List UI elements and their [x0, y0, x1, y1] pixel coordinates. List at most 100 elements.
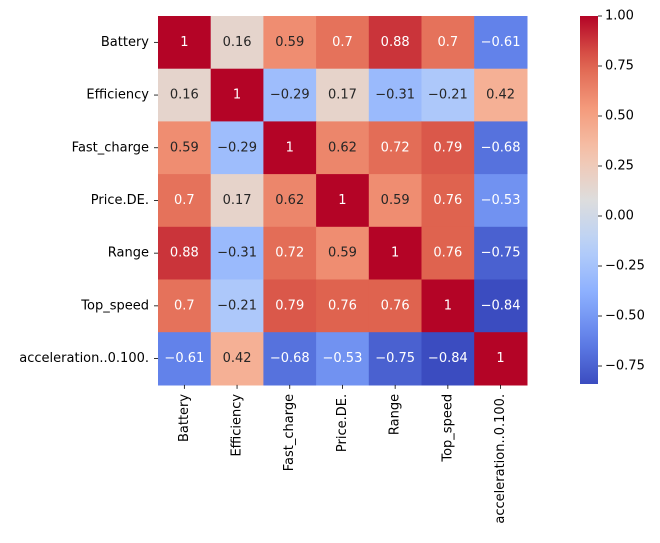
colorbar-tick-label: 0.25 [605, 159, 634, 174]
heatmap-cell [210, 279, 264, 333]
y-tick-label: Fast_charge [72, 140, 149, 155]
heatmap-cell [263, 226, 317, 281]
heatmap-cell [421, 68, 475, 122]
heatmap-cell-label: 0.62 [275, 193, 304, 208]
heatmap-cell-label: 0.7 [174, 193, 195, 208]
heatmap-cell-label: −0.61 [481, 35, 521, 50]
heatmap-cell [421, 174, 475, 228]
heatmap-cell [474, 174, 528, 228]
heatmap-cell-label: 1 [286, 140, 294, 155]
heatmap-cell [316, 121, 370, 175]
heatmap-cell [158, 121, 212, 175]
y-tick-label: Efficiency [86, 88, 149, 103]
heatmap-cell [263, 68, 317, 122]
heatmap-cell [210, 68, 264, 122]
x-tick-label: Range [388, 394, 403, 435]
heatmap-cell-label: 0.59 [328, 246, 357, 261]
heatmap-cell-label: −0.68 [270, 351, 310, 366]
heatmap-cell-label: 0.7 [438, 35, 459, 50]
heatmap-cell-label: 0.59 [170, 140, 199, 155]
heatmap-cell [368, 16, 423, 70]
colorbar: 1.00 0.75 0.50 0.25 0.00 −0.25 −0.50 −0.75 [580, 9, 645, 384]
x-tick-label: Price.DE. [335, 394, 350, 452]
y-axis: Battery Efficiency Fast_charge Price.DE. Ran… [19, 35, 158, 366]
heatmap-cell-label: 0.62 [328, 140, 357, 155]
heatmap-cell-label: 0.76 [328, 298, 357, 313]
heatmap-cell [368, 121, 423, 175]
heatmap-cell-label: 0.76 [433, 193, 462, 208]
heatmap-cell [474, 332, 528, 386]
heatmap-cell-label: 0.88 [381, 35, 410, 50]
y-tick-label: Price.DE. [91, 193, 149, 208]
heatmap-cell-label: 1 [496, 351, 504, 366]
heatmap-cell-label: 0.72 [381, 140, 410, 155]
heatmap-cell [158, 174, 212, 228]
heatmap-cell [368, 279, 423, 333]
heatmap-cell [263, 174, 317, 228]
heatmap-cell-label: −0.29 [270, 88, 310, 103]
heatmap-cell-label: 0.88 [170, 246, 199, 261]
heatmap-cells [158, 16, 528, 386]
colorbar-tick-label: 0.00 [605, 209, 634, 224]
y-tick-label: acceleration..0.100. [19, 351, 149, 366]
heatmap-cell [368, 332, 423, 386]
heatmap-cell [474, 121, 528, 175]
heatmap-cell [263, 332, 317, 386]
colorbar-tick-label: −0.25 [605, 259, 645, 274]
heatmap-cell-label: −0.61 [164, 351, 204, 366]
heatmap-cell [158, 226, 212, 281]
x-tick-label: Efficiency [230, 394, 245, 457]
heatmap-cell-label: 0.16 [170, 88, 199, 103]
heatmap-cell [474, 226, 528, 281]
colorbar-gradient [580, 16, 598, 384]
heatmap-cell-label: −0.31 [217, 246, 257, 261]
heatmap-cell-label: 0.76 [433, 246, 462, 261]
heatmap-cell-label: 0.79 [275, 298, 304, 313]
heatmap-cell-labels: 1 0.16 0.59 0.7 0.88 0.7 −0.61 0.16 1 −0.29 0.17 −0… [164, 35, 520, 366]
heatmap-cell [210, 174, 264, 228]
heatmap-cell [421, 279, 475, 333]
heatmap-cell-label: −0.21 [428, 88, 468, 103]
heatmap-cell [316, 332, 370, 386]
heatmap-cell-label: 0.79 [433, 140, 462, 155]
heatmap-cell-label: −0.84 [428, 351, 468, 366]
heatmap-cell [421, 332, 475, 386]
heatmap-cell-label: 1 [391, 246, 399, 261]
y-tick-label: Range [108, 246, 149, 261]
heatmap-cell [421, 121, 475, 175]
heatmap-cell [158, 68, 212, 122]
heatmap-cell [368, 174, 423, 228]
heatmap-cell [316, 226, 370, 281]
heatmap-cell-label: 0.7 [174, 298, 195, 313]
x-tick-label: Fast_charge [282, 394, 297, 471]
heatmap-cell [158, 16, 212, 70]
heatmap-cell [316, 174, 370, 228]
colorbar-tick-label: −0.75 [605, 359, 645, 374]
heatmap-cell-label: −0.84 [481, 298, 521, 313]
heatmap-cell [210, 16, 264, 70]
heatmap-cell [368, 226, 423, 281]
heatmap-cell [421, 226, 475, 281]
colorbar-tick-label: 0.75 [605, 59, 634, 74]
heatmap-cell-label: 1 [180, 35, 188, 50]
heatmap-cell [210, 332, 264, 386]
heatmap-cell-label: −0.75 [375, 351, 415, 366]
heatmap-cell-label: 0.17 [328, 88, 357, 103]
x-tick-label: Battery [177, 394, 192, 442]
heatmap-cell-label: 1 [444, 298, 452, 313]
heatmap-cell [263, 16, 317, 70]
heatmap-cell-label: −0.31 [375, 88, 415, 103]
heatmap-cell-label: 0.59 [381, 193, 410, 208]
heatmap-cell-label: 0.76 [381, 298, 410, 313]
heatmap-cell-label: 0.7 [332, 35, 353, 50]
y-tick-label: Top_speed [80, 298, 149, 313]
heatmap-cell-label: −0.75 [481, 246, 521, 261]
heatmap-cell-label: 0.17 [223, 193, 252, 208]
heatmap-cell-label: −0.53 [481, 193, 521, 208]
heatmap-cell-label: 0.59 [275, 35, 304, 50]
heatmap-cell [158, 279, 212, 333]
heatmap-cell [474, 279, 528, 333]
heatmap-cell-label: 0.72 [275, 246, 304, 261]
colorbar-tick-label: 0.50 [605, 109, 634, 124]
